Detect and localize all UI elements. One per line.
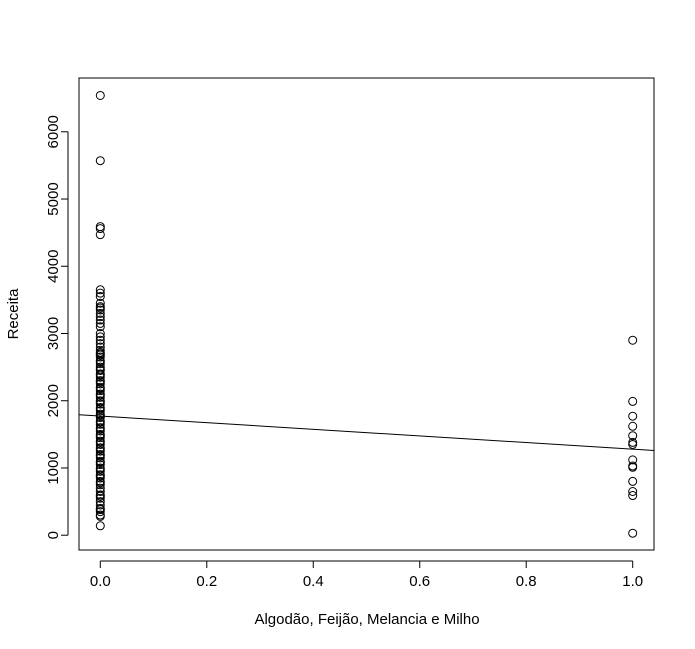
y-tick-label: 0 — [45, 531, 62, 539]
data-point — [95, 460, 105, 470]
data-point — [95, 312, 105, 322]
data-point — [95, 372, 105, 382]
data-point — [95, 315, 105, 325]
y-tick-label: 1000 — [45, 451, 62, 484]
data-point — [95, 305, 105, 315]
data-point — [95, 335, 105, 345]
data-point — [95, 419, 105, 429]
y-tick-label: 5000 — [45, 182, 62, 215]
regression-line — [78, 414, 655, 451]
data-point — [628, 462, 638, 472]
data-point — [95, 500, 105, 510]
x-axis: 0.0 0.2 0.4 0.6 0.8 1.0 — [90, 560, 643, 590]
data-point — [95, 406, 105, 416]
data-point — [628, 455, 638, 465]
data-point — [628, 335, 638, 345]
data-point — [95, 224, 105, 234]
data-point — [95, 285, 105, 295]
y-axis: 0 1000 2000 3000 4000 5000 6000 — [45, 115, 69, 539]
data-point — [95, 446, 105, 456]
data-point — [95, 288, 105, 298]
x-axis-title: Algodão, Feijão, Melancia e Milho — [254, 611, 479, 628]
data-point — [95, 426, 105, 436]
y-axis-title: Receita — [5, 288, 22, 340]
data-point — [95, 487, 105, 497]
data-point — [628, 487, 638, 497]
data-point — [628, 439, 638, 449]
data-point — [628, 396, 638, 406]
data-point — [95, 298, 105, 308]
x-tick-label: 0.0 — [90, 573, 111, 590]
data-point — [95, 379, 105, 389]
data-point — [95, 230, 105, 240]
data-point — [95, 308, 105, 318]
data-point — [95, 439, 105, 449]
data-point — [95, 352, 105, 362]
data-point — [95, 386, 105, 396]
data-point — [95, 156, 105, 166]
data-point — [95, 473, 105, 483]
data-point — [95, 292, 105, 302]
data-point — [95, 90, 105, 100]
data-point — [95, 466, 105, 476]
data-point — [95, 480, 105, 490]
data-point — [628, 476, 638, 486]
data-point — [95, 399, 105, 409]
y-tick-label: 6000 — [45, 115, 62, 148]
data-point — [628, 421, 638, 431]
data-point — [95, 322, 105, 332]
y-tick-label: 3000 — [45, 317, 62, 350]
x-tick-label: 1.0 — [622, 573, 643, 590]
data-point — [628, 491, 638, 501]
data-point — [628, 411, 638, 421]
data-point — [95, 332, 105, 342]
data-point — [95, 222, 105, 232]
y-tick-label: 2000 — [45, 384, 62, 417]
data-point — [95, 433, 105, 443]
x-tick-label: 0.4 — [303, 573, 324, 590]
data-point — [95, 359, 105, 369]
data-point — [95, 511, 105, 521]
data-point — [95, 493, 105, 503]
x-tick-label: 0.6 — [409, 573, 430, 590]
data-point — [95, 318, 105, 328]
x-tick-label: 0.8 — [516, 573, 537, 590]
data-point — [95, 392, 105, 402]
data-point — [95, 507, 105, 517]
data-point — [95, 521, 105, 531]
data-point — [95, 365, 105, 375]
plot-frame — [78, 77, 655, 551]
data-point — [95, 328, 105, 338]
x-tick-label: 0.2 — [196, 573, 217, 590]
y-tick-label: 4000 — [45, 250, 62, 283]
data-points — [95, 90, 638, 538]
data-point — [95, 339, 105, 349]
data-point — [95, 413, 105, 423]
data-point — [95, 453, 105, 463]
data-point — [628, 431, 638, 441]
data-point — [628, 528, 638, 538]
